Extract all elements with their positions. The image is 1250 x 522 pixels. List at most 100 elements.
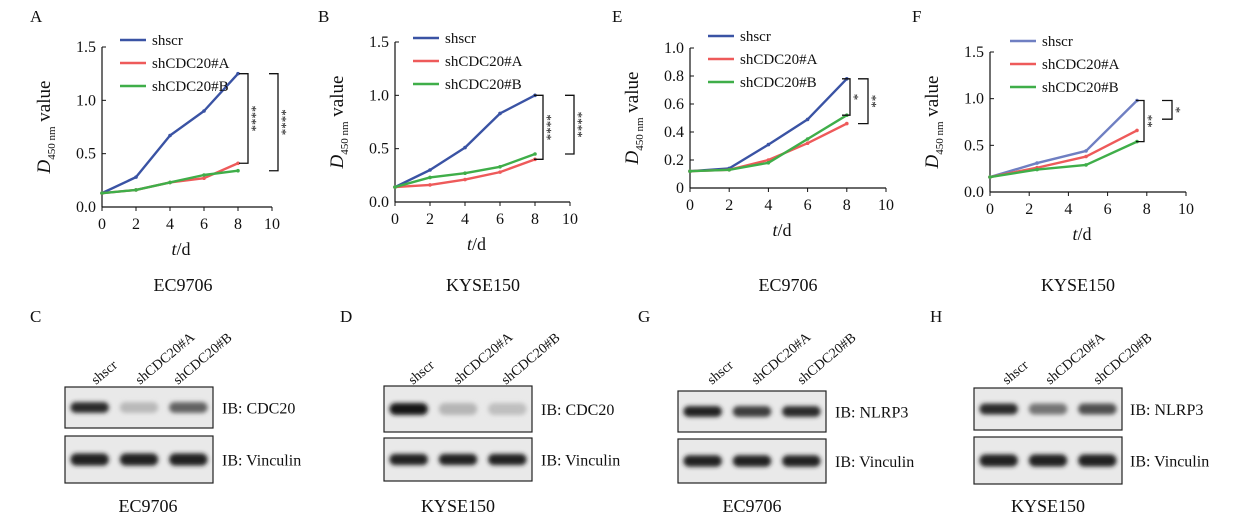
panel-caption: KYSE150	[421, 496, 495, 516]
significance-bracket	[858, 78, 869, 125]
y-tick-label: 0.6	[664, 96, 684, 113]
significance-bracket	[1136, 99, 1145, 143]
chart-panel-F: F 0.0 0.5 1.0 1.5 0 2 4 6 8 10 t/d D450 nm value shsc…	[912, 7, 1194, 295]
legend-label: shscr	[1042, 34, 1073, 50]
panel-label: F	[912, 7, 921, 26]
data-point	[134, 175, 138, 179]
blot-band	[979, 454, 1018, 467]
data-point	[236, 161, 240, 166]
series-line-shCDC20#A	[101, 162, 239, 195]
y-tick-label: 0.5	[369, 141, 389, 158]
x-tick-label: 10	[562, 211, 578, 228]
panel-caption: EC9706	[722, 496, 781, 516]
y-axis-label-unit: value	[622, 72, 643, 118]
y-tick-label: 0.2	[664, 152, 684, 169]
x-tick-label: 8	[843, 197, 851, 214]
panel-caption: KYSE150	[446, 275, 520, 295]
data-point	[805, 117, 810, 122]
blot-band	[488, 403, 527, 415]
data-point	[100, 191, 104, 195]
x-tick-label: 6	[1104, 201, 1112, 218]
data-point	[845, 121, 849, 126]
data-point	[463, 145, 467, 150]
legend-label: shCDC20#A	[1042, 57, 1120, 73]
panel-label: B	[318, 7, 329, 26]
x-tick-label: 2	[132, 216, 140, 233]
ib-label: IB: Vinculin	[222, 453, 301, 470]
data-point	[428, 168, 432, 172]
legend-label: shCDC20#B	[1042, 80, 1119, 96]
significance-label: ****	[248, 105, 263, 131]
x-tick-label: 2	[725, 197, 733, 214]
y-tick-label: 1.0	[76, 92, 96, 109]
x-tick-label: 10	[878, 197, 894, 214]
x-axis-label-var: t	[772, 220, 778, 240]
y-axis-label-unit: value	[922, 76, 943, 122]
blot-band	[389, 403, 428, 415]
x-tick-label: 8	[1143, 201, 1151, 218]
legend-label: shscr	[445, 31, 476, 47]
x-axis-label-var: t	[171, 239, 177, 259]
y-tick-label: 0.4	[664, 124, 684, 141]
blot-band	[732, 406, 772, 417]
series-line-shCDC20#B	[394, 152, 536, 189]
data-point	[688, 169, 692, 173]
legend-label: shscr	[152, 33, 183, 49]
data-point	[202, 176, 206, 180]
x-tick-label: 6	[200, 216, 208, 233]
x-tick-label: 8	[234, 216, 242, 233]
chart-panel-B: B 0.0 0.5 1.0 1.5 0 2 4 6 8 10 t/d D450 nm value shsc…	[318, 7, 589, 295]
significance-label: *	[850, 94, 865, 101]
x-axis-label-unit: /d	[1078, 224, 1092, 244]
y-tick-label: 1.0	[964, 91, 984, 108]
y-tick-label: 0.0	[76, 199, 96, 216]
y-tick-label: 0.5	[76, 146, 96, 163]
blot-band	[782, 406, 821, 417]
legend-label: shCDC20#A	[445, 54, 523, 70]
ib-label: IB: Vinculin	[541, 453, 620, 470]
x-tick-label: 6	[804, 197, 812, 214]
panel-caption: EC9706	[153, 275, 212, 295]
significance-label: **	[868, 95, 883, 108]
data-point	[766, 142, 771, 147]
ib-label: IB: NLRP3	[835, 405, 908, 422]
panel-caption: KYSE150	[1041, 275, 1115, 295]
x-tick-label: 10	[264, 216, 280, 233]
blot-band	[389, 453, 428, 466]
blot-band	[438, 403, 478, 415]
y-axis-label-var: D	[922, 154, 943, 169]
x-axis-label-var: t	[1072, 224, 1078, 244]
legend-label: shCDC20#B	[445, 77, 522, 93]
x-axis-label-unit: /d	[778, 220, 792, 240]
x-axis-label: t/d	[467, 234, 486, 254]
y-tick-label: 0.0	[369, 194, 389, 211]
blot-band	[438, 453, 478, 466]
blot-band	[70, 453, 109, 466]
y-axis-label: D450 nm value	[622, 72, 646, 166]
panel-label: D	[340, 307, 352, 326]
x-axis-label: t/d	[1072, 224, 1091, 244]
data-point	[428, 175, 432, 180]
y-tick-label: 1.0	[369, 87, 389, 104]
blot-band	[683, 455, 722, 467]
panel-label: A	[30, 7, 43, 26]
panel-label: G	[638, 307, 650, 326]
blot-band	[70, 402, 109, 413]
blot-band	[488, 453, 527, 466]
x-axis-label-unit: /d	[472, 234, 486, 254]
y-axis-label-var: D	[34, 159, 55, 174]
x-axis-label: t/d	[171, 239, 190, 259]
y-axis-label-subscript: 450 nm	[46, 126, 58, 160]
x-tick-label: 0	[98, 216, 106, 233]
y-axis-label-subscript: 450 nm	[339, 121, 351, 155]
lane-label: shscr	[705, 358, 737, 388]
data-point	[498, 170, 502, 174]
y-tick-label: 0	[676, 180, 684, 197]
blot-band	[1078, 454, 1117, 467]
data-point	[727, 168, 731, 172]
x-tick-label: 4	[1064, 201, 1072, 218]
y-tick-label: 1.5	[76, 39, 96, 56]
